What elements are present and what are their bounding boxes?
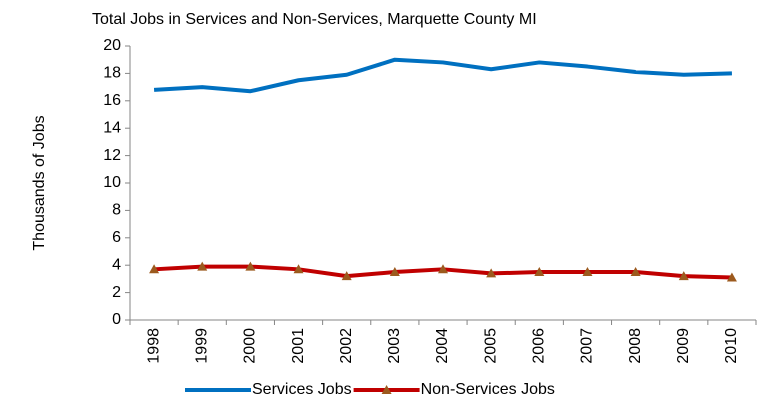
data-point <box>630 267 641 277</box>
y-axis-label: Thousands of Jobs <box>31 115 48 250</box>
y-tick-label: 20 <box>103 37 121 54</box>
x-tick-label: 2001 <box>290 328 307 364</box>
legend-marker <box>381 385 392 394</box>
data-point <box>389 267 400 277</box>
x-tick-label: 2010 <box>723 328 740 364</box>
y-tick-label: 8 <box>112 202 121 219</box>
x-tick-label: 2004 <box>434 328 451 364</box>
data-point <box>341 271 352 281</box>
data-point <box>438 264 448 274</box>
y-tick-label: 2 <box>112 284 121 301</box>
x-tick-label: 1999 <box>193 328 210 364</box>
y-tick-label: 16 <box>103 92 121 109</box>
data-point <box>293 264 304 274</box>
data-point <box>149 264 160 274</box>
data-point <box>534 267 545 277</box>
data-point <box>486 268 497 278</box>
x-tick-label: 2009 <box>675 328 692 364</box>
data-point <box>245 261 256 271</box>
y-tick-label: 18 <box>103 65 121 82</box>
y-tick-label: 0 <box>112 311 121 328</box>
data-point <box>582 267 593 277</box>
y-tick-label: 6 <box>112 229 121 246</box>
legend-label: Non-Services Jobs <box>421 381 555 398</box>
data-point <box>197 261 208 271</box>
x-tick-label: 2007 <box>579 328 596 364</box>
data-point <box>678 271 689 281</box>
y-tick-label: 12 <box>103 147 121 164</box>
y-tick-label: 10 <box>103 174 121 191</box>
y-tick-label: 4 <box>112 256 121 273</box>
x-tick-label: 2002 <box>338 328 355 364</box>
x-tick-label: 2006 <box>531 328 548 364</box>
x-tick-label: 1998 <box>145 328 162 364</box>
series-line <box>153 57 732 94</box>
x-tick-label: 2000 <box>242 328 259 364</box>
y-tick-label: 14 <box>103 119 121 136</box>
x-tick-label: 2005 <box>482 328 499 364</box>
data-point <box>726 272 737 282</box>
x-tick-label: 2008 <box>627 328 644 364</box>
x-tick-label: 2003 <box>386 328 403 364</box>
chart-title: Total Jobs in Services and Non-Services,… <box>92 11 537 28</box>
legend-label: Services Jobs <box>252 381 352 398</box>
